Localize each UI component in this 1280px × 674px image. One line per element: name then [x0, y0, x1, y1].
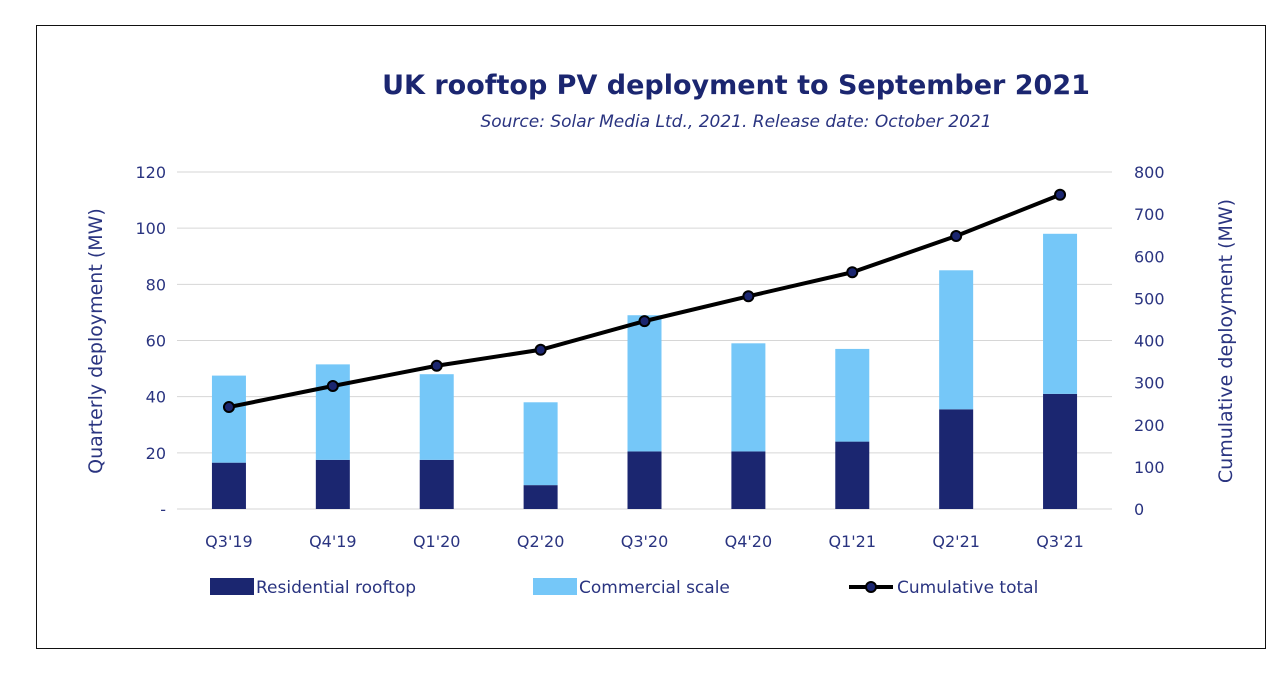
legend: Residential rooftop Commercial scale Cum… [210, 578, 1038, 598]
right-tick-label: 700 [1134, 205, 1165, 224]
cumulative-point [534, 343, 547, 356]
left-tick-label: 20 [146, 444, 166, 463]
cumulative-point [846, 266, 859, 279]
legend-label-cumulative: Cumulative total [897, 578, 1038, 598]
legend-swatch-residential [210, 578, 254, 595]
right-tick-label: 400 [1134, 332, 1165, 351]
left-tick-label: 100 [135, 219, 166, 238]
bar-commercial [627, 315, 662, 452]
left-axis-title: Quarterly deployment (MW) [85, 208, 107, 474]
right-tick-label: 800 [1134, 163, 1165, 182]
right-tick-label: 300 [1134, 374, 1165, 393]
bar-residential [523, 485, 558, 509]
bar-commercial [523, 402, 558, 486]
legend-label-commercial: Commercial scale [579, 578, 730, 598]
right-axis-ticks: 0 100 200 300 400 500 600 700 800 [1134, 163, 1165, 519]
x-tick-label: Q4'20 [725, 532, 773, 551]
chart: UK rooftop PV deployment to September 20… [85, 70, 1237, 598]
bar-residential [211, 462, 246, 509]
x-tick-label: Q1'20 [413, 532, 461, 551]
x-tick-label: Q3'20 [621, 532, 669, 551]
bar-commercial [835, 348, 870, 442]
right-axis-title: Cumulative deployment (MW) [1215, 199, 1237, 483]
left-tick-label: 40 [146, 388, 166, 407]
bar-commercial [939, 270, 974, 410]
bar-residential [315, 459, 350, 509]
cumulative-point [222, 401, 235, 414]
cumulative-point [1054, 188, 1067, 201]
bar-commercial [731, 343, 766, 452]
left-axis-ticks: - 20 40 60 80 100 120 [135, 163, 166, 519]
cumulative-point [950, 230, 963, 243]
bar-residential [835, 441, 870, 509]
bar-residential [731, 451, 766, 509]
bar-commercial [211, 375, 246, 463]
cumulative-point [430, 359, 443, 372]
x-axis-ticks: Q3'19 Q4'19 Q1'20 Q2'20 Q3'20 Q4'20 Q1'21 Q2'21… [205, 532, 1084, 551]
x-tick-label: Q3'21 [1036, 532, 1084, 551]
right-tick-label: 500 [1134, 289, 1165, 308]
x-tick-label: Q2'21 [932, 532, 980, 551]
x-tick-label: Q1'21 [829, 532, 877, 551]
cumulative-point [326, 379, 339, 392]
x-tick-label: Q3'19 [205, 532, 253, 551]
left-tick-label: 60 [146, 332, 166, 351]
x-tick-label: Q4'19 [309, 532, 357, 551]
legend-marker-cumulative [865, 581, 877, 593]
chart-title: UK rooftop PV deployment to September 20… [382, 70, 1090, 101]
left-tick-label: 80 [146, 275, 166, 294]
bar-commercial [1043, 233, 1078, 394]
bar-commercial [315, 364, 350, 460]
legend-swatch-commercial [533, 578, 577, 595]
right-tick-label: 0 [1134, 500, 1144, 519]
cumulative-point [638, 315, 651, 328]
bar-residential [939, 409, 974, 509]
left-tick-label: - [160, 500, 166, 519]
bar-residential [419, 459, 454, 509]
chart-subtitle: Source: Solar Media Ltd., 2021. Release … [480, 112, 991, 132]
cumulative-point [742, 290, 755, 303]
x-tick-label: Q2'20 [517, 532, 565, 551]
legend-label-residential: Residential rooftop [256, 578, 416, 598]
bars [211, 233, 1078, 509]
right-tick-label: 100 [1134, 458, 1165, 477]
chart-frame: UK rooftop PV deployment to September 20… [36, 25, 1266, 649]
right-tick-label: 200 [1134, 416, 1165, 435]
bar-commercial [419, 374, 454, 460]
bar-residential [627, 451, 662, 509]
left-tick-label: 120 [135, 163, 166, 182]
bar-residential [1043, 393, 1078, 509]
cumulative-line-layer [222, 188, 1067, 414]
right-tick-label: 600 [1134, 247, 1165, 266]
